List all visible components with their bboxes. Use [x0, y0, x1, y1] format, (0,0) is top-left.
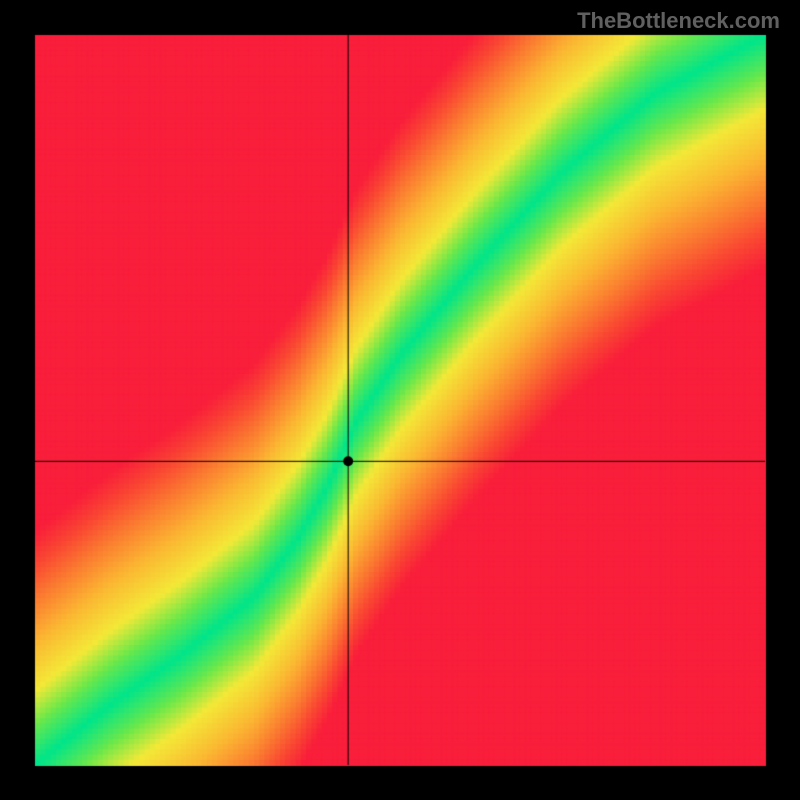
bottleneck-heatmap — [0, 0, 800, 800]
watermark-text: TheBottleneck.com — [577, 8, 780, 34]
